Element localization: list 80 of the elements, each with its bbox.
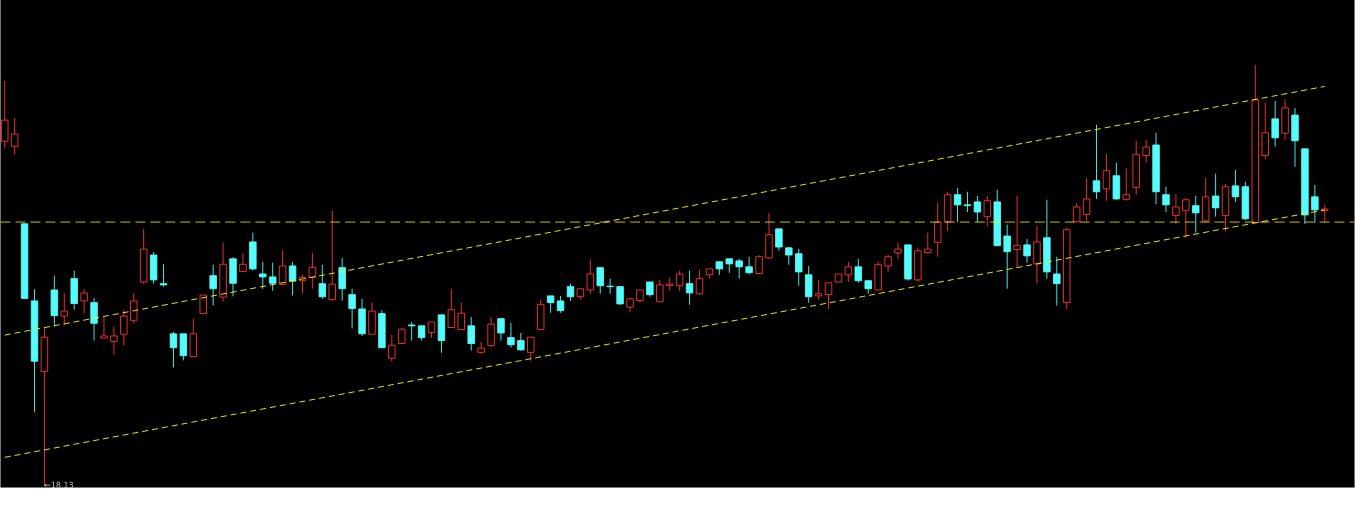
candlestick bbox=[130, 292, 138, 324]
candlestick bbox=[586, 259, 595, 295]
candlestick bbox=[1162, 186, 1170, 213]
candlestick bbox=[1072, 202, 1081, 223]
candlestick bbox=[179, 333, 188, 361]
candlestick bbox=[507, 322, 515, 349]
candlestick bbox=[467, 316, 475, 352]
candlestick bbox=[318, 264, 327, 300]
candlestick bbox=[844, 261, 853, 283]
candlestick bbox=[1013, 195, 1021, 269]
candlestick bbox=[100, 315, 108, 339]
candlestick bbox=[60, 292, 68, 327]
candlestick bbox=[755, 254, 763, 275]
candlestick bbox=[268, 262, 277, 292]
candlestick bbox=[1003, 224, 1011, 290]
candlestick bbox=[120, 309, 128, 347]
candlestick bbox=[189, 318, 198, 358]
candlestick bbox=[973, 195, 982, 223]
candlestick bbox=[457, 302, 466, 331]
candlestick bbox=[1231, 169, 1240, 203]
candlestick bbox=[209, 264, 217, 307]
candlestick bbox=[824, 282, 833, 310]
candlestick bbox=[1142, 139, 1150, 164]
candlestick bbox=[1311, 184, 1319, 224]
candlestick bbox=[596, 267, 604, 295]
candlestick bbox=[656, 279, 664, 303]
candlestick bbox=[447, 288, 456, 329]
candlestick bbox=[308, 252, 317, 290]
candlestick bbox=[924, 232, 932, 254]
candlestick bbox=[1192, 195, 1200, 234]
candlestick bbox=[963, 191, 972, 213]
candlestick bbox=[110, 326, 118, 356]
candlestick bbox=[1271, 100, 1279, 148]
candlestick bbox=[487, 316, 495, 348]
candlestick bbox=[388, 334, 396, 363]
candlestick bbox=[765, 212, 773, 260]
candlestick bbox=[1092, 124, 1101, 200]
candlestick bbox=[675, 270, 684, 292]
candlestick bbox=[695, 269, 704, 296]
candlestick bbox=[745, 256, 753, 275]
candlestick bbox=[259, 261, 267, 290]
candlestick bbox=[1033, 225, 1041, 285]
candlestick bbox=[159, 263, 168, 288]
candlestick bbox=[1102, 153, 1111, 202]
candlestick bbox=[1182, 197, 1190, 239]
candlestick bbox=[933, 202, 942, 258]
candlestick bbox=[735, 258, 743, 280]
candlestick bbox=[775, 228, 783, 252]
candlestick bbox=[854, 258, 863, 284]
candlestick bbox=[169, 331, 178, 369]
candlestick bbox=[368, 302, 376, 335]
candlestick bbox=[1122, 167, 1131, 202]
candlestick bbox=[1082, 177, 1091, 222]
candlestick bbox=[527, 336, 535, 362]
candlestick bbox=[814, 279, 823, 301]
candlestick bbox=[278, 249, 287, 286]
candlestick bbox=[328, 210, 336, 302]
candlestick bbox=[348, 288, 356, 329]
candlestick bbox=[338, 257, 346, 302]
candlestick bbox=[497, 318, 505, 342]
candlestick bbox=[1053, 256, 1061, 307]
candlestick bbox=[1211, 173, 1220, 218]
candlestick bbox=[477, 341, 485, 355]
candlestick bbox=[1023, 238, 1031, 264]
candlestick bbox=[616, 286, 624, 306]
candlestick bbox=[239, 253, 247, 273]
candlestick bbox=[983, 195, 992, 227]
candlestick bbox=[804, 265, 813, 304]
candlestick bbox=[894, 242, 902, 260]
candlestick bbox=[90, 297, 98, 342]
candlestick bbox=[1112, 162, 1121, 201]
candlestick bbox=[10, 117, 19, 156]
candlestick bbox=[685, 270, 694, 306]
candlestick bbox=[1172, 193, 1180, 225]
candlestick bbox=[795, 248, 803, 287]
candlestick bbox=[80, 288, 88, 315]
candlestick bbox=[288, 261, 297, 297]
candlestick bbox=[407, 321, 416, 342]
candlestick bbox=[953, 187, 962, 223]
candlestick bbox=[1261, 102, 1269, 160]
